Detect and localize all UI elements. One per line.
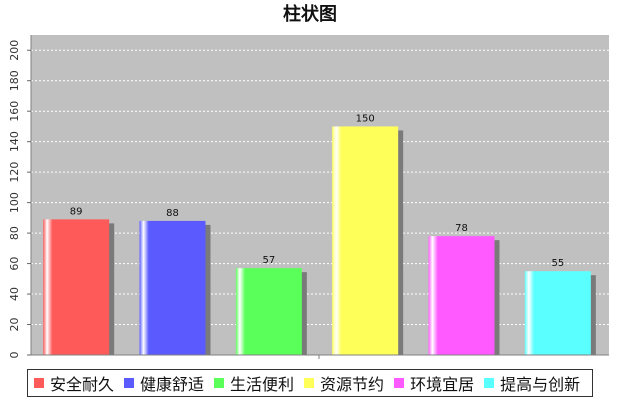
y-tick-label: 80 bbox=[8, 226, 21, 240]
legend-swatch bbox=[394, 378, 405, 388]
bar bbox=[43, 219, 110, 355]
y-tick-label: 60 bbox=[8, 257, 21, 271]
legend-label: 提高与创新 bbox=[500, 375, 581, 394]
bar-value-label: 89 bbox=[70, 206, 83, 217]
bar-value-label: 57 bbox=[262, 255, 275, 266]
y-tick-label: 200 bbox=[8, 40, 21, 61]
y-tick-label: 100 bbox=[8, 192, 21, 213]
y-tick-label: 40 bbox=[8, 287, 21, 301]
legend-label: 环境宜居 bbox=[410, 375, 475, 394]
bar bbox=[139, 220, 206, 355]
legend-label: 健康舒适 bbox=[140, 375, 205, 394]
chart-title: 柱状图 bbox=[283, 3, 337, 25]
y-axis-ticks: 0 20 40 60 80 100 120 140 160 180 200 bbox=[8, 40, 31, 359]
gridlines bbox=[31, 49, 609, 326]
bar bbox=[524, 271, 591, 355]
legend-item: 生活便利 bbox=[214, 371, 294, 395]
legend-swatch bbox=[484, 378, 495, 388]
axes bbox=[30, 35, 609, 359]
legend-item: 安全耐久 bbox=[34, 371, 114, 395]
bars-group: 89 88 57 150 78 55 bbox=[43, 113, 596, 355]
y-tick-label: 180 bbox=[8, 70, 21, 91]
bar-value-label: 78 bbox=[455, 223, 468, 234]
bar-value-label: 150 bbox=[356, 113, 375, 124]
legend-swatch bbox=[214, 378, 225, 388]
bar-value-label: 55 bbox=[551, 258, 564, 269]
legend-item: 资源节约 bbox=[304, 371, 384, 395]
legend-item: 提高与创新 bbox=[484, 371, 580, 395]
y-tick-label: 140 bbox=[8, 131, 21, 152]
legend-label: 安全耐久 bbox=[50, 375, 115, 394]
y-tick-label: 120 bbox=[8, 162, 21, 183]
legend-swatch bbox=[124, 378, 135, 388]
legend: 安全耐久 健康舒适 生活便利 资源节约 环境宜居 提高与创新 bbox=[27, 369, 593, 397]
y-tick-label: 20 bbox=[8, 318, 21, 332]
plot-area bbox=[31, 35, 609, 355]
bar-value-label: 88 bbox=[166, 208, 179, 219]
bar bbox=[428, 236, 495, 355]
bar bbox=[235, 268, 302, 355]
legend-item: 环境宜居 bbox=[394, 371, 474, 395]
legend-swatch bbox=[304, 378, 315, 388]
bar bbox=[332, 126, 399, 355]
legend-label: 资源节约 bbox=[320, 375, 385, 394]
y-tick-label: 0 bbox=[8, 352, 21, 359]
legend-item: 健康舒适 bbox=[124, 371, 204, 395]
y-tick-label: 160 bbox=[8, 101, 21, 122]
legend-label: 生活便利 bbox=[230, 375, 295, 394]
legend-swatch bbox=[34, 378, 44, 388]
